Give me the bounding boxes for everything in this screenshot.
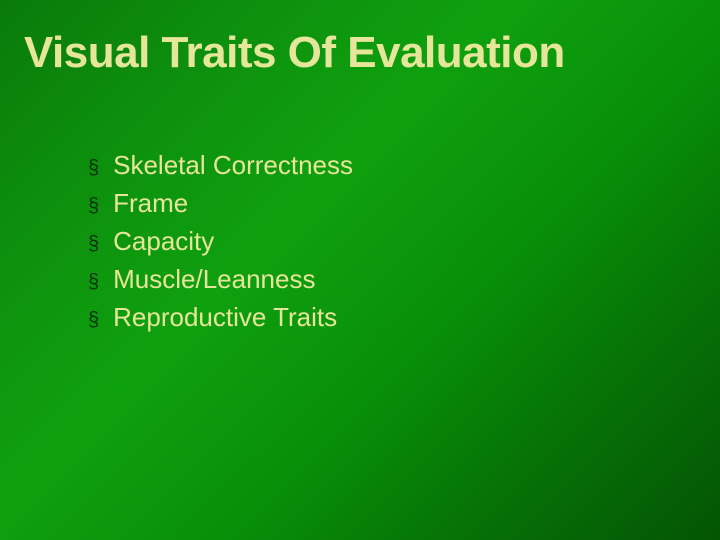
bullet-list: § Skeletal Correctness § Frame § Capacit… — [88, 150, 353, 340]
list-item: § Frame — [88, 188, 353, 226]
list-item: § Capacity — [88, 226, 353, 264]
list-item-text: Reproductive Traits — [113, 302, 337, 333]
list-item: § Reproductive Traits — [88, 302, 353, 340]
list-item-text: Skeletal Correctness — [113, 150, 353, 181]
list-item-text: Capacity — [113, 226, 214, 257]
list-item-text: Muscle/Leanness — [113, 264, 315, 295]
bullet-icon: § — [88, 196, 99, 216]
list-item-text: Frame — [113, 188, 188, 219]
slide: Visual Traits Of Evaluation § Skeletal C… — [0, 0, 720, 540]
bullet-icon: § — [88, 272, 99, 292]
list-item: § Skeletal Correctness — [88, 150, 353, 188]
bullet-icon: § — [88, 158, 99, 178]
bullet-icon: § — [88, 310, 99, 330]
list-item: § Muscle/Leanness — [88, 264, 353, 302]
bullet-icon: § — [88, 234, 99, 254]
slide-title: Visual Traits Of Evaluation — [24, 28, 696, 78]
